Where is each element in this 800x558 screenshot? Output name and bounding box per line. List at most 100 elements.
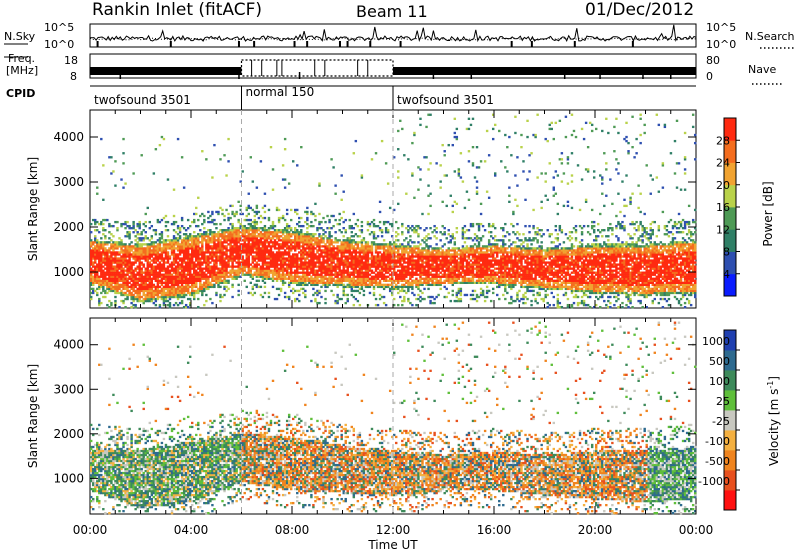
cell xyxy=(163,138,165,140)
cell xyxy=(338,223,340,225)
cell xyxy=(377,278,379,280)
cell xyxy=(120,265,122,267)
cell xyxy=(163,217,165,219)
cell xyxy=(385,278,387,280)
cell xyxy=(302,270,304,272)
nsky-label: N.Sky xyxy=(4,30,36,43)
cell xyxy=(157,259,159,261)
cell xyxy=(330,272,332,274)
cell xyxy=(104,276,106,278)
cell xyxy=(302,225,304,227)
cell xyxy=(90,259,92,261)
cell xyxy=(128,243,130,245)
cell xyxy=(320,227,322,229)
cell xyxy=(132,225,134,227)
cell xyxy=(448,247,450,249)
cell xyxy=(134,261,136,263)
cell xyxy=(199,215,201,217)
cell xyxy=(371,284,373,286)
cell xyxy=(262,280,264,282)
cell xyxy=(454,118,456,120)
cell xyxy=(114,160,116,162)
cell xyxy=(458,174,460,176)
cell xyxy=(90,239,92,241)
cell xyxy=(425,239,427,241)
cell xyxy=(197,255,199,257)
cell xyxy=(448,233,450,235)
cell xyxy=(316,284,318,286)
cell xyxy=(282,164,284,166)
cell xyxy=(197,245,199,247)
cell xyxy=(138,292,140,294)
cell xyxy=(421,259,423,261)
cell xyxy=(248,193,250,195)
cell xyxy=(383,288,385,290)
cell xyxy=(130,268,132,270)
cell xyxy=(128,257,130,259)
cell xyxy=(373,233,375,235)
cell xyxy=(155,241,157,243)
cell xyxy=(120,239,122,241)
cell xyxy=(213,231,215,233)
cell xyxy=(355,140,357,142)
cell xyxy=(318,243,320,245)
cell xyxy=(409,245,411,247)
cell xyxy=(395,231,397,233)
cell xyxy=(239,205,241,207)
cell xyxy=(322,233,324,235)
cell xyxy=(336,296,338,298)
cell xyxy=(298,221,300,223)
cell xyxy=(334,219,336,221)
cell xyxy=(264,225,266,227)
cell xyxy=(225,253,227,255)
cell xyxy=(318,292,320,294)
cell xyxy=(373,286,375,288)
cell xyxy=(379,251,381,253)
cell xyxy=(284,282,286,284)
cell xyxy=(462,268,464,270)
cell xyxy=(371,253,373,255)
cell xyxy=(94,261,96,263)
cell xyxy=(128,251,130,253)
cell xyxy=(353,213,355,215)
cell xyxy=(205,294,207,296)
cell xyxy=(328,233,330,235)
cell xyxy=(405,227,407,229)
cell xyxy=(260,221,262,223)
cell xyxy=(292,160,294,162)
cell xyxy=(179,231,181,233)
cell xyxy=(288,286,290,288)
cell xyxy=(425,126,427,128)
cell xyxy=(167,253,169,255)
cell xyxy=(347,300,349,302)
cell xyxy=(169,302,171,304)
cell xyxy=(112,225,114,227)
cell xyxy=(98,278,100,280)
cell xyxy=(373,235,375,237)
cell xyxy=(215,227,217,229)
cell xyxy=(167,229,169,231)
cell xyxy=(391,278,393,280)
cell xyxy=(231,296,233,298)
cell xyxy=(239,223,241,225)
cell xyxy=(359,292,361,294)
cpid-label: CPID xyxy=(6,87,35,100)
cell xyxy=(256,221,258,223)
cell xyxy=(215,294,217,296)
cell xyxy=(421,213,423,215)
cell xyxy=(175,221,177,223)
cell xyxy=(264,193,266,195)
cell xyxy=(373,272,375,274)
cell xyxy=(90,296,92,298)
cell xyxy=(304,221,306,223)
cell xyxy=(377,225,379,227)
cell xyxy=(203,290,205,292)
cell xyxy=(456,259,458,261)
cell xyxy=(246,209,248,211)
cell xyxy=(322,257,324,259)
cell xyxy=(225,274,227,276)
cell xyxy=(284,187,286,189)
cell xyxy=(187,249,189,251)
cell xyxy=(225,286,227,288)
cell xyxy=(195,286,197,288)
